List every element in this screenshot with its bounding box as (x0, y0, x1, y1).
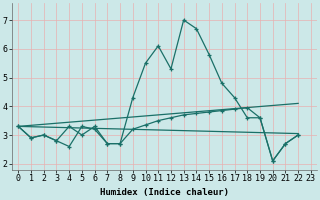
X-axis label: Humidex (Indice chaleur): Humidex (Indice chaleur) (100, 188, 229, 197)
